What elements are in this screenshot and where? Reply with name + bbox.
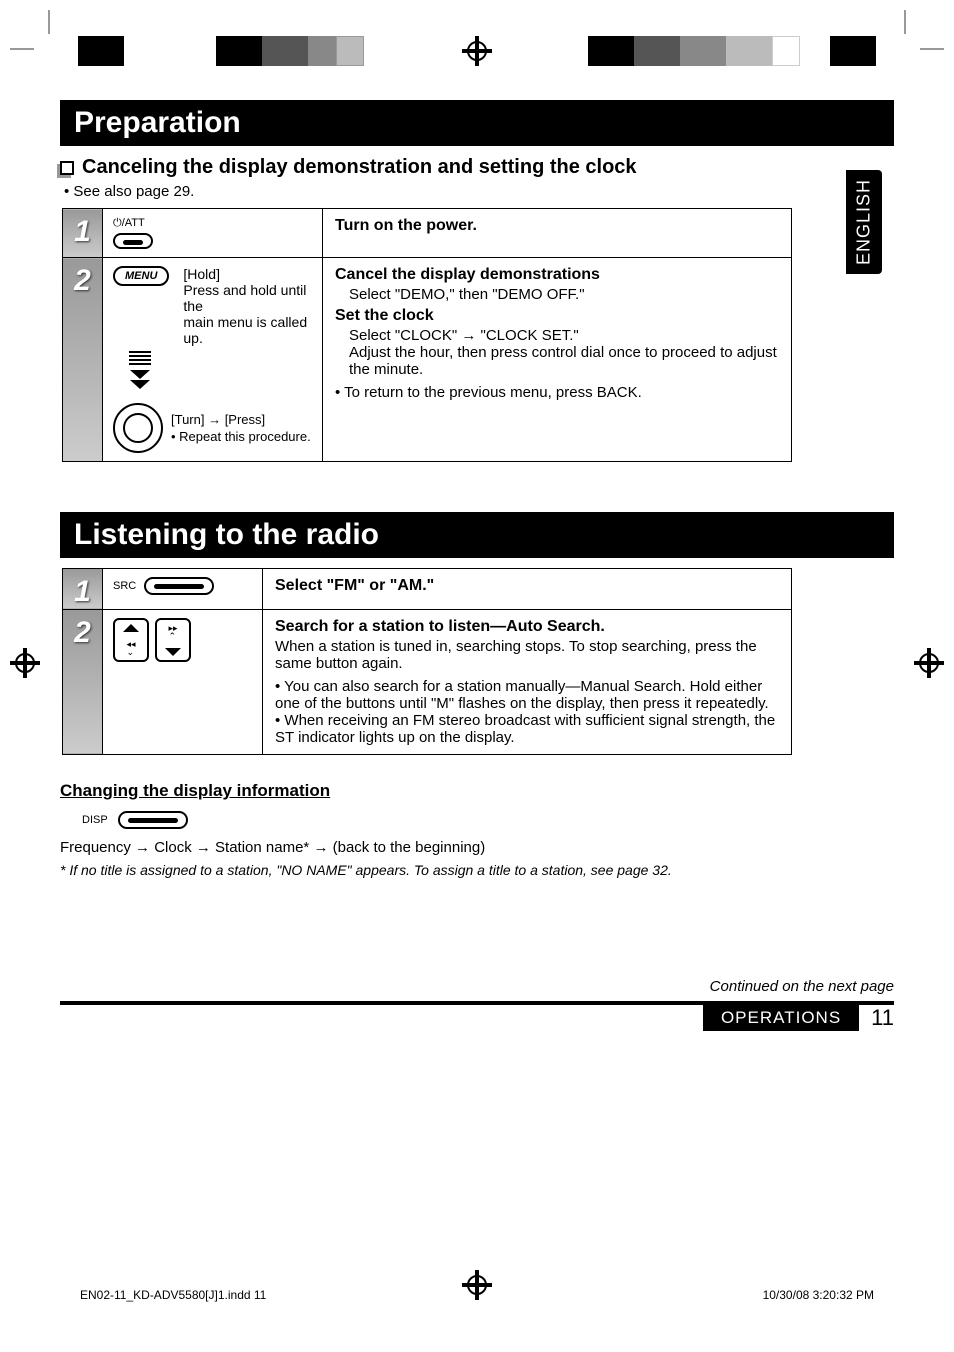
- radio-step2-control: ◂◂⌄ ▸▸⌃: [103, 609, 263, 754]
- crop-top-left-h: [10, 48, 34, 50]
- disp-button-icon: [118, 811, 188, 829]
- set-clock-line1: Select "CLOCK" → "CLOCK SET.": [349, 327, 779, 344]
- radio-step2-desc: Search for a station to listen—Auto Sear…: [263, 609, 792, 754]
- src-label: SRC: [113, 580, 136, 592]
- crop-top-right-v: [904, 10, 906, 34]
- arrow-down-icon: [130, 380, 150, 389]
- cancel-demo-bold: Cancel the display demonstrations: [335, 266, 779, 284]
- disp-row: DISP: [82, 811, 894, 829]
- select-fm-am: Select "FM" or "AM.": [275, 577, 779, 595]
- step-number: 1: [63, 568, 103, 609]
- step1-bold: Turn on the power.: [335, 217, 779, 235]
- reg-mark-right: [914, 648, 944, 678]
- disp-label: DISP: [82, 814, 108, 826]
- section-title-radio: Listening to the radio: [60, 512, 894, 558]
- menu-button-icon: MENU: [113, 266, 169, 286]
- page-number: 11: [871, 1005, 894, 1031]
- top-squares-left: [78, 36, 364, 66]
- hold-label: [Hold]: [183, 266, 312, 282]
- see-also-note: • See also page 29.: [64, 183, 894, 200]
- print-file: EN02-11_KD-ADV5580[J]1.indd 11: [80, 1288, 266, 1302]
- seek-down-button-icon: ◂◂⌄: [113, 618, 149, 662]
- reg-mark-top: [462, 36, 492, 66]
- dial-repeat: Repeat this procedure.: [171, 429, 311, 444]
- page-content: Preparation Canceling the display demons…: [0, 0, 954, 1031]
- auto-search-line: When a station is tuned in, searching st…: [275, 638, 757, 672]
- step-number: 2: [63, 258, 103, 461]
- dial-turn-press: [Turn] → [Press]: [171, 412, 311, 427]
- subheading-text: Canceling the display demonstration and …: [82, 156, 637, 179]
- top-squares-right: [588, 36, 876, 66]
- subheading: Canceling the display demonstration and …: [60, 156, 894, 179]
- step2-control: MENU [Hold] Press and hold until the mai…: [103, 258, 323, 461]
- power-button-icon: [113, 233, 153, 249]
- auto-search-bold: Search for a station to listen—Auto Sear…: [275, 618, 779, 636]
- manual-search-bullet: You can also search for a station manual…: [275, 678, 779, 712]
- radio-step1-desc: Select "FM" or "AM.": [263, 568, 792, 609]
- changing-display-heading: Changing the display information: [60, 781, 894, 801]
- set-clock-line2: Adjust the hour, then press control dial…: [349, 344, 779, 378]
- striped-icon: [129, 351, 151, 365]
- operations-badge: OPERATIONS: [703, 1005, 859, 1031]
- hold-desc1: Press and hold until the: [183, 282, 312, 314]
- continued-text: Continued on the next page: [60, 978, 894, 995]
- section-title-preparation: Preparation: [60, 100, 894, 146]
- prep-steps-table: 1 ⏻/ATT Turn on the power. 2 MENU [Hold]…: [62, 208, 792, 462]
- cancel-demo-line: Select "DEMO," then "DEMO OFF.": [349, 286, 779, 303]
- back-bullet: To return to the previous menu, press BA…: [335, 384, 779, 401]
- dial-icon: [113, 403, 163, 453]
- crop-top-left-v: [48, 10, 50, 34]
- reg-mark-left: [10, 648, 40, 678]
- seek-up-button-icon: ▸▸⌃: [155, 618, 191, 662]
- language-tab: ENGLISH: [846, 170, 882, 274]
- step1-desc: Turn on the power.: [323, 209, 792, 258]
- footer-bar: OPERATIONS 11: [60, 1001, 894, 1031]
- hold-desc2: main menu is called up.: [183, 314, 312, 346]
- step1-control: ⏻/ATT: [103, 209, 323, 258]
- st-indicator-bullet: When receiving an FM stereo broadcast wi…: [275, 712, 779, 746]
- power-label: ⏻/ATT: [113, 217, 312, 230]
- radio-steps-table: 1 SRC Select "FM" or "AM." 2 ◂◂⌄ ▸▸⌃: [62, 568, 792, 755]
- display-flow: Frequency → Clock → Station name* → (bac…: [60, 839, 894, 856]
- src-button-icon: [144, 577, 214, 595]
- bullet-box-icon: [60, 161, 74, 175]
- step-number: 1: [63, 209, 103, 258]
- step2-desc: Cancel the display demonstrations Select…: [323, 258, 792, 461]
- arrow-down-icon: [130, 370, 150, 379]
- print-footer: EN02-11_KD-ADV5580[J]1.indd 11 10/30/08 …: [80, 1288, 874, 1302]
- step-number: 2: [63, 609, 103, 754]
- radio-step1-control: SRC: [103, 568, 263, 609]
- footnote: * If no title is assigned to a station, …: [60, 862, 894, 878]
- print-timestamp: 10/30/08 3:20:32 PM: [763, 1288, 874, 1302]
- set-clock-bold: Set the clock: [335, 307, 779, 325]
- crop-top-right-h: [920, 48, 944, 50]
